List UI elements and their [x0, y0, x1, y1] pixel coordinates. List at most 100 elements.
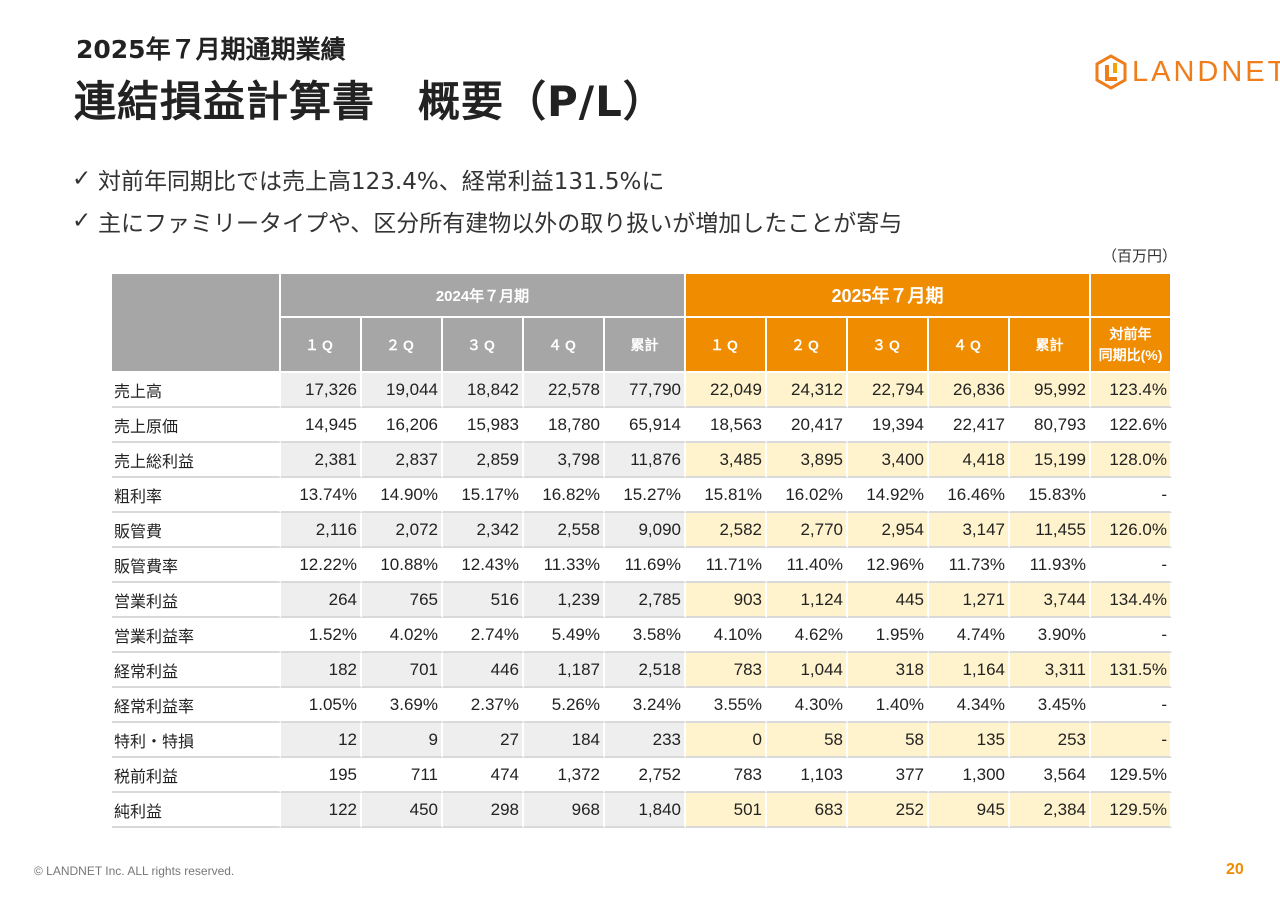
- value-cell: 516: [443, 583, 524, 618]
- value-cell: 3,895: [767, 443, 848, 478]
- value-cell: 2,558: [524, 513, 605, 548]
- value-cell: 11,455: [1010, 513, 1091, 548]
- check-icon: ✓: [72, 166, 92, 192]
- value-cell: 3.58%: [605, 618, 686, 653]
- table-row: 売上高 17,326 19,044 18,842 22,578 77,790 22,049 2…: [112, 373, 1172, 408]
- col-2025-cumulative: 累計: [1010, 318, 1091, 373]
- value-cell: 19,044: [362, 373, 443, 408]
- row-label: 販管費率: [112, 548, 281, 583]
- value-cell: 4.62%: [767, 618, 848, 653]
- yoy-cell: 123.4%: [1091, 373, 1172, 408]
- yoy-cell: -: [1091, 548, 1172, 583]
- value-cell: 968: [524, 793, 605, 828]
- value-cell: 11,876: [605, 443, 686, 478]
- value-cell: 15.27%: [605, 478, 686, 513]
- value-cell: 9: [362, 723, 443, 758]
- col-2024-q4: ４Q: [524, 318, 605, 373]
- value-cell: 2,384: [1010, 793, 1091, 828]
- value-cell: 5.26%: [524, 688, 605, 723]
- yoy-cell: -: [1091, 478, 1172, 513]
- value-cell: 11.40%: [767, 548, 848, 583]
- value-cell: 14,945: [281, 408, 362, 443]
- yoy-cell: 134.4%: [1091, 583, 1172, 618]
- value-cell: 4.74%: [929, 618, 1010, 653]
- value-cell: 783: [686, 653, 767, 688]
- value-cell: 18,563: [686, 408, 767, 443]
- key-point-text: 対前年同期比では売上高123.4%、経常利益131.5%に: [98, 169, 665, 195]
- value-cell: 2,116: [281, 513, 362, 548]
- key-point: ✓ 対前年同期比では売上高123.4%、経常利益131.5%に: [72, 158, 902, 200]
- value-cell: 11.93%: [1010, 548, 1091, 583]
- value-cell: 1,372: [524, 758, 605, 793]
- value-cell: 945: [929, 793, 1010, 828]
- landnet-logo-icon: [1095, 54, 1127, 90]
- value-cell: 16.46%: [929, 478, 1010, 513]
- value-cell: 474: [443, 758, 524, 793]
- value-cell: 701: [362, 653, 443, 688]
- value-cell: 24,312: [767, 373, 848, 408]
- value-cell: 1.05%: [281, 688, 362, 723]
- value-cell: 135: [929, 723, 1010, 758]
- value-cell: 11.69%: [605, 548, 686, 583]
- value-cell: 3,798: [524, 443, 605, 478]
- value-cell: 4.34%: [929, 688, 1010, 723]
- value-cell: 264: [281, 583, 362, 618]
- col-2025-q4: ４Q: [929, 318, 1010, 373]
- table-row: 営業利益 264 765 516 1,239 2,785 903 1,124 445 1,271 3…: [112, 583, 1172, 618]
- value-cell: 298: [443, 793, 524, 828]
- value-cell: 4.10%: [686, 618, 767, 653]
- company-logo: LANDNET: [1094, 54, 1280, 90]
- value-cell: 450: [362, 793, 443, 828]
- value-cell: 14.90%: [362, 478, 443, 513]
- table-row: 営業利益率 1.52% 4.02% 2.74% 5.49% 3.58% 4.10% 4.62%…: [112, 618, 1172, 653]
- yoy-label-line1: 対前年: [1109, 325, 1152, 342]
- value-cell: 1,103: [767, 758, 848, 793]
- value-cell: 233: [605, 723, 686, 758]
- value-cell: 22,417: [929, 408, 1010, 443]
- value-cell: 1.40%: [848, 688, 929, 723]
- value-cell: 122: [281, 793, 362, 828]
- row-label: 販管費: [112, 513, 281, 548]
- copyright: © LANDNET Inc. ALL rights reserved.: [34, 864, 235, 878]
- value-cell: 18,842: [443, 373, 524, 408]
- period-2025-header: 2025年７月期: [686, 274, 1091, 318]
- value-cell: 195: [281, 758, 362, 793]
- value-cell: 501: [686, 793, 767, 828]
- check-icon: ✓: [72, 208, 92, 234]
- value-cell: 765: [362, 583, 443, 618]
- row-label: 営業利益: [112, 583, 281, 618]
- yoy-cell: -: [1091, 723, 1172, 758]
- value-cell: 15,199: [1010, 443, 1091, 478]
- value-cell: 1.52%: [281, 618, 362, 653]
- corner-header-cell: [112, 274, 281, 373]
- value-cell: 2,381: [281, 443, 362, 478]
- value-cell: 3,744: [1010, 583, 1091, 618]
- value-cell: 1,239: [524, 583, 605, 618]
- value-cell: 3,400: [848, 443, 929, 478]
- pl-table-body: 売上高 17,326 19,044 18,842 22,578 77,790 22,049 2…: [112, 373, 1172, 828]
- value-cell: 77,790: [605, 373, 686, 408]
- col-2024-cumulative: 累計: [605, 318, 686, 373]
- value-cell: 377: [848, 758, 929, 793]
- value-cell: 12.96%: [848, 548, 929, 583]
- value-cell: 252: [848, 793, 929, 828]
- value-cell: 15.81%: [686, 478, 767, 513]
- yoy-header-top: [1091, 274, 1172, 318]
- value-cell: 1,187: [524, 653, 605, 688]
- yoy-cell: 128.0%: [1091, 443, 1172, 478]
- value-cell: 11.73%: [929, 548, 1010, 583]
- value-cell: 22,578: [524, 373, 605, 408]
- value-cell: 65,914: [605, 408, 686, 443]
- table-row: 販管費率 12.22% 10.88% 12.43% 11.33% 11.69% 11.71%…: [112, 548, 1172, 583]
- table-row: 純利益 122 450 298 968 1,840 501 683 252 945 2,384 129…: [112, 793, 1172, 828]
- value-cell: 3,564: [1010, 758, 1091, 793]
- unit-label: （百万円）: [1102, 247, 1178, 265]
- value-cell: 4,418: [929, 443, 1010, 478]
- value-cell: 2,582: [686, 513, 767, 548]
- value-cell: 2,859: [443, 443, 524, 478]
- value-cell: 2,785: [605, 583, 686, 618]
- value-cell: 10.88%: [362, 548, 443, 583]
- value-cell: 2.37%: [443, 688, 524, 723]
- row-label: 粗利率: [112, 478, 281, 513]
- value-cell: 11.71%: [686, 548, 767, 583]
